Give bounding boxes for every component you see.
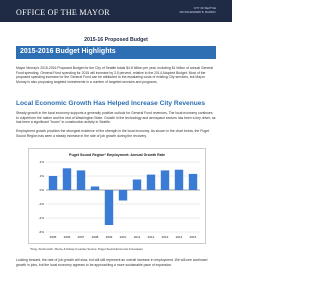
y-tick-label: 4% <box>40 160 45 164</box>
subtitle: 2015-16 Proposed Budget <box>84 37 148 43</box>
section-title: 2015-2016 Budget Highlights <box>20 48 116 55</box>
paragraph: Steady growth in the local economy suppo… <box>16 111 216 125</box>
paragraph: Employment growth provides the strongest… <box>16 129 210 138</box>
x-tick-label: 2006 <box>64 235 71 239</box>
x-tick-label: 2015 <box>190 235 197 239</box>
section-bar <box>16 46 216 59</box>
paragraph: Mayor Murray's 2015-2016 Proposed Budget… <box>16 66 214 84</box>
x-tick-label: 2012 <box>148 235 155 239</box>
x-tick-label: 2007 <box>78 235 85 239</box>
page: {"header": {"title": "OFFICE OF THE MAYO… <box>0 0 232 267</box>
y-tick-label: -4% <box>39 216 45 220</box>
header-bar <box>0 0 232 22</box>
x-tick-label: 2014 <box>176 235 183 239</box>
header-title: OFFICE OF THE MAYOR <box>16 8 110 17</box>
bar <box>118 190 128 201</box>
chart-title: Puget Sound Region* Employment: Annual G… <box>69 153 165 157</box>
bar <box>104 190 114 225</box>
bar <box>62 168 72 190</box>
x-tick-label: 2009 <box>106 235 113 239</box>
chart: Puget Sound Region* Employment: Annual G… <box>28 148 206 244</box>
bar <box>90 186 100 190</box>
x-tick-label: 2005 <box>50 235 57 239</box>
y-tick-label: 2% <box>40 174 45 178</box>
bar <box>174 169 184 190</box>
bar <box>188 173 198 190</box>
bar <box>48 176 58 190</box>
header-line: CITY OF SEATTLE <box>193 7 216 10</box>
x-tick-label: 2008 <box>92 235 99 239</box>
paragraph: Looking forward, the rate of job growth … <box>16 258 208 267</box>
bar <box>76 170 86 190</box>
x-tick-label: 2010 <box>120 235 127 239</box>
y-tick-label: 0% <box>40 188 45 192</box>
y-tick-label: -6% <box>39 230 45 234</box>
bar <box>132 179 142 190</box>
heading: Local Economic Growth Has Helped Increas… <box>16 100 206 107</box>
x-tick-label: 2011 <box>134 235 141 239</box>
y-tick-label: -2% <box>39 202 45 206</box>
bar <box>160 170 170 190</box>
chart-frame <box>28 148 206 244</box>
bar <box>146 174 156 190</box>
x-tick-label: 2013 <box>162 235 169 239</box>
header-line: MAYOR EDWARD B. MURRAY <box>179 11 216 14</box>
footnote: *King, Snohomish, Pierce & Kitsap Counti… <box>30 247 143 251</box>
